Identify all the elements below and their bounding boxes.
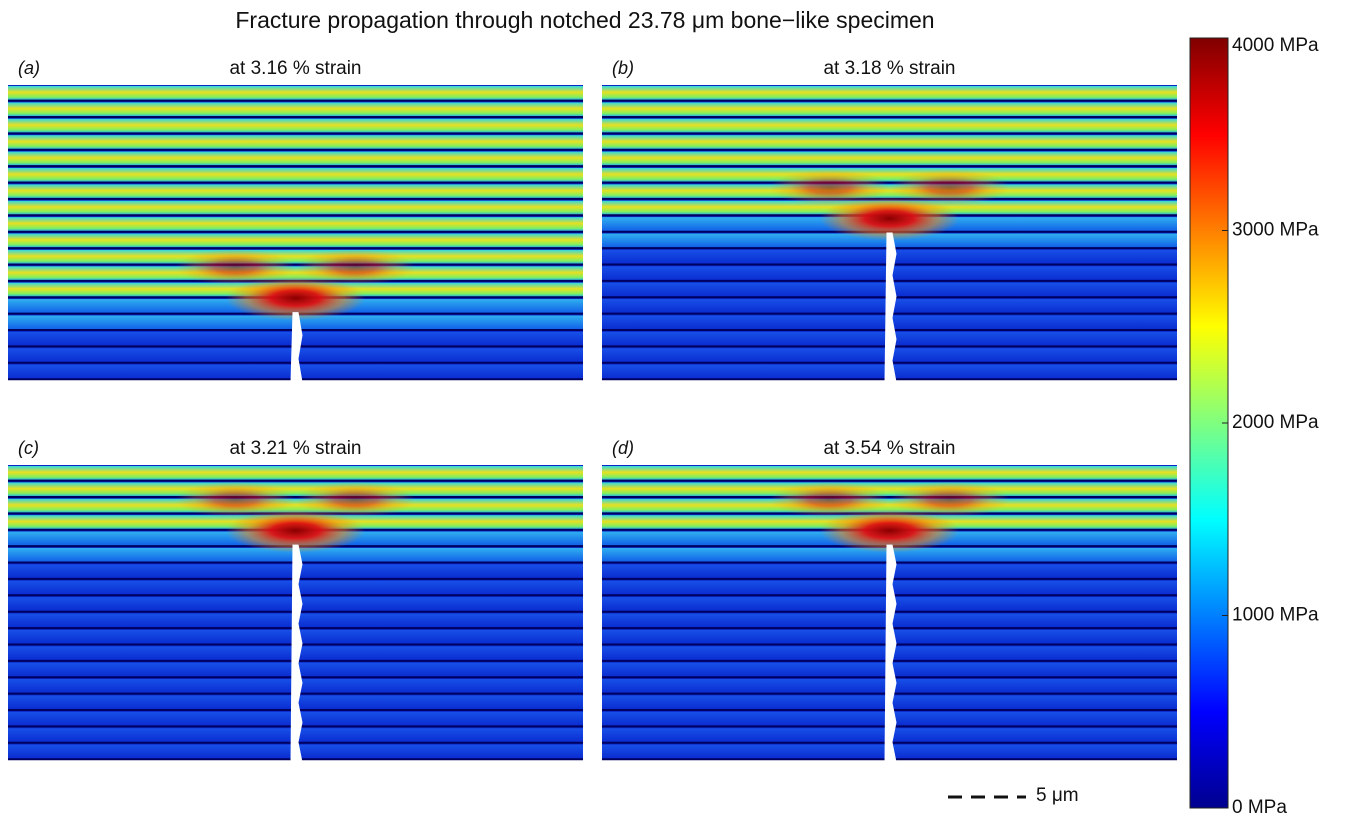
stress-band [769, 169, 890, 206]
layer [8, 118, 583, 133]
layer [602, 498, 1177, 513]
stress-concentration [819, 508, 960, 553]
stress-band [175, 481, 296, 518]
colorbar-tick-label: 0 MPa [1232, 797, 1287, 818]
layer [8, 249, 583, 264]
layer [8, 151, 583, 166]
layer [8, 200, 583, 215]
layer [8, 217, 583, 231]
panel-subtitle: at 3.16 % strain [229, 58, 361, 79]
panel-subtitle: at 3.18 % strain [823, 58, 955, 79]
panel: (b) at 3.18 % strain [602, 58, 1177, 382]
layer [8, 266, 583, 281]
stress-band [295, 481, 416, 518]
panel-label: (c) [18, 438, 39, 458]
panel: (a) at 3.16 % strain [8, 58, 583, 382]
figure-title: Fracture propagation through notched 23.… [235, 7, 934, 33]
colorbar-tick-label: 2000 MPa [1232, 412, 1319, 433]
panel-label: (d) [612, 438, 634, 458]
panel-subtitle: at 3.54 % strain [823, 438, 955, 459]
layer [8, 184, 583, 199]
layer [8, 498, 583, 513]
layer [8, 233, 583, 248]
layer [8, 86, 583, 100]
layer [602, 102, 1177, 117]
panel-subtitle: at 3.21 % strain [229, 438, 361, 459]
panels: (a) at 3.16 % strain (b) at 3.18 % strain (c… [8, 58, 1177, 762]
layer [602, 466, 1177, 480]
crack [884, 232, 897, 382]
layer [602, 184, 1177, 199]
layer [602, 167, 1177, 182]
crack [290, 312, 303, 382]
panel-label: (a) [18, 58, 40, 78]
layer [602, 86, 1177, 100]
stress-band [769, 481, 890, 518]
scale-bar-label: 5 μm [1036, 785, 1079, 806]
stress-concentration [225, 276, 366, 321]
colorbar [1189, 37, 1229, 809]
stress-band [175, 249, 296, 286]
stress-concentration [225, 508, 366, 553]
crack [290, 544, 303, 762]
panel-label: (b) [612, 58, 634, 78]
layer [602, 151, 1177, 166]
colorbar-tick-label: 1000 MPa [1232, 605, 1319, 626]
crack [884, 544, 897, 762]
layer [602, 482, 1177, 497]
layer [8, 102, 583, 117]
stress-band [295, 249, 416, 286]
layer [8, 135, 583, 150]
colorbar-tick-label: 3000 MPa [1232, 220, 1319, 241]
stress-band [889, 169, 1010, 206]
stress-band [889, 481, 1010, 518]
panel: (c) at 3.21 % strain [8, 438, 583, 762]
layer [8, 482, 583, 497]
stress-concentration [819, 196, 960, 241]
layer [8, 466, 583, 480]
panel: (d) at 3.54 % strain [602, 438, 1177, 762]
colorbar-ticks: 4000 MPa 3000 MPa 2000 MPa 1000 MPa 0 MPa [1222, 35, 1319, 818]
layer [602, 135, 1177, 150]
layer [8, 167, 583, 182]
colorbar-tick-label: 4000 MPa [1232, 35, 1319, 56]
layer [602, 118, 1177, 133]
